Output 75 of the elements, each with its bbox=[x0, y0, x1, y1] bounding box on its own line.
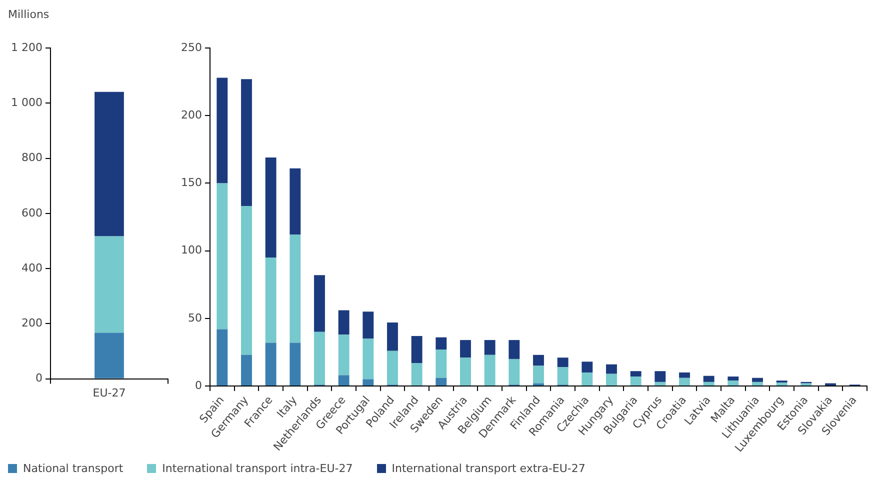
y-tick-label: 150 bbox=[180, 176, 202, 190]
y-tick-label: 1 000 bbox=[10, 96, 42, 109]
bar bbox=[411, 363, 422, 386]
bar bbox=[679, 378, 690, 386]
bar bbox=[290, 168, 301, 235]
y-tick-label: 250 bbox=[180, 40, 202, 54]
y-tick-label: 1 200 bbox=[10, 40, 42, 54]
bar bbox=[387, 350, 398, 385]
bar bbox=[582, 362, 593, 372]
bar bbox=[362, 312, 374, 339]
bar bbox=[338, 310, 350, 335]
y-tick-label: 0 bbox=[35, 372, 42, 385]
bar bbox=[460, 358, 471, 386]
bar bbox=[776, 382, 788, 386]
y-tick-label: 0 bbox=[194, 378, 202, 392]
bar bbox=[752, 378, 763, 382]
bar bbox=[338, 334, 350, 376]
bar bbox=[387, 322, 398, 351]
bar bbox=[290, 234, 301, 343]
bar bbox=[557, 358, 568, 368]
bar bbox=[557, 367, 568, 385]
legend-label: National transport bbox=[23, 462, 124, 475]
bar bbox=[654, 382, 666, 386]
bar bbox=[533, 354, 544, 366]
bar bbox=[436, 349, 447, 378]
bar bbox=[508, 340, 520, 359]
legend-label: International transport intra-EU-27 bbox=[162, 462, 353, 475]
bar bbox=[606, 374, 617, 386]
legend-label: International transport extra-EU-27 bbox=[392, 462, 586, 475]
bar bbox=[216, 329, 228, 386]
bar bbox=[654, 371, 666, 382]
bar bbox=[728, 380, 739, 386]
bar bbox=[265, 342, 276, 386]
bar bbox=[460, 340, 471, 358]
bar bbox=[362, 379, 374, 386]
bar bbox=[94, 236, 124, 333]
bar bbox=[436, 337, 447, 350]
bar bbox=[703, 382, 714, 386]
bar bbox=[241, 354, 252, 386]
bar bbox=[630, 376, 642, 386]
y-tick-label: 800 bbox=[21, 151, 42, 164]
bar bbox=[752, 382, 763, 386]
bar bbox=[94, 332, 124, 378]
bar bbox=[679, 372, 690, 378]
y-tick-label: 600 bbox=[21, 206, 42, 220]
bar bbox=[314, 332, 325, 385]
bar bbox=[606, 364, 617, 374]
bar bbox=[533, 366, 544, 384]
bar bbox=[216, 78, 228, 184]
bar bbox=[241, 206, 252, 355]
bar bbox=[728, 376, 739, 381]
y-tick-label: 100 bbox=[180, 244, 202, 257]
bar bbox=[265, 258, 276, 343]
bar bbox=[508, 358, 520, 385]
bar bbox=[290, 342, 301, 386]
bar bbox=[436, 378, 447, 386]
bar bbox=[94, 92, 124, 236]
bar bbox=[216, 183, 228, 330]
bar bbox=[630, 371, 642, 377]
bar bbox=[484, 354, 496, 386]
bar bbox=[703, 376, 714, 382]
bar bbox=[314, 275, 325, 332]
bar bbox=[338, 375, 350, 386]
bar bbox=[411, 336, 422, 364]
y-axis-title: Millions bbox=[8, 8, 50, 21]
bar bbox=[265, 158, 276, 258]
bar bbox=[582, 372, 593, 386]
y-tick-label: 200 bbox=[180, 108, 202, 122]
y-tick-label: 50 bbox=[188, 311, 202, 324]
bar bbox=[241, 79, 252, 206]
y-tick-label: 200 bbox=[21, 316, 42, 330]
y-tick-label: 400 bbox=[21, 261, 42, 274]
x-tick-label: EU-27 bbox=[92, 386, 126, 400]
bar bbox=[484, 340, 496, 355]
bar bbox=[362, 338, 374, 380]
